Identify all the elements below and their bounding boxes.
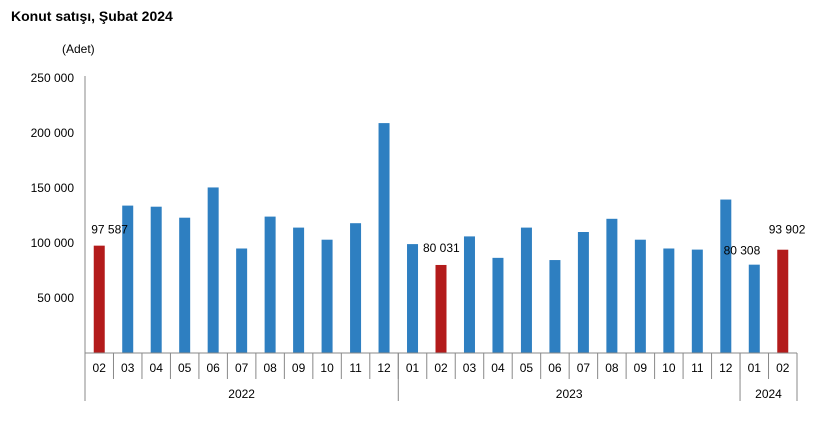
x-tick-label: 10 <box>320 361 334 375</box>
x-tick-label: 05 <box>178 361 192 375</box>
x-tick-label: 08 <box>605 361 619 375</box>
x-tick-label: 02 <box>434 361 448 375</box>
data-label: 80 308 <box>724 244 761 258</box>
bar <box>264 216 276 353</box>
y-axis-unit-label: (Adet) <box>62 42 95 56</box>
bar <box>350 223 362 353</box>
bar <box>777 249 789 353</box>
year-labels: 2022 2023 2024 <box>228 387 782 401</box>
data-label: 80 031 <box>423 241 460 255</box>
x-axis-ticks: 02 03 04 05 06 07 08 09 10 11 12 01 02 03 04 05 06 07 08 09… <box>93 361 790 375</box>
bar <box>663 248 675 353</box>
x-tick-label: 10 <box>662 361 676 375</box>
bar <box>93 245 105 353</box>
bar <box>293 227 305 353</box>
bar <box>606 218 618 353</box>
x-tick-label: 07 <box>235 361 249 375</box>
y-tick-label: 150 000 <box>31 181 75 195</box>
x-tick-label: 12 <box>719 361 733 375</box>
data-labels: 97 587 80 031 80 308 93 902 <box>91 223 806 258</box>
y-tick-label: 50 000 <box>37 291 74 305</box>
bar <box>634 239 646 353</box>
y-tick-label: 200 000 <box>31 126 75 140</box>
x-tick-label: 08 <box>263 361 277 375</box>
axes <box>84 76 798 401</box>
bar <box>207 187 219 353</box>
x-tick-label: 11 <box>691 361 704 375</box>
x-tick-label: 07 <box>577 361 591 375</box>
x-tick-label: 11 <box>349 361 362 375</box>
x-tick-label: 05 <box>520 361 534 375</box>
year-label: 2024 <box>755 387 782 401</box>
bar <box>321 239 333 353</box>
x-tick-label: 12 <box>377 361 391 375</box>
chart-title: Konut satışı, Şubat 2024 <box>11 8 173 24</box>
bar <box>691 249 703 353</box>
bar <box>720 199 732 353</box>
y-tick-label: 100 000 <box>31 236 75 250</box>
bar <box>236 248 248 353</box>
x-tick-label: 02 <box>776 361 790 375</box>
x-tick-label: 04 <box>491 361 505 375</box>
bar <box>577 232 589 353</box>
y-axis-ticks: 250 000 200 000 150 000 100 000 50 000 <box>31 71 75 305</box>
x-tick-label: 03 <box>121 361 135 375</box>
bar <box>150 206 162 353</box>
y-tick-label: 250 000 <box>31 71 75 85</box>
bar <box>179 217 191 353</box>
bar <box>407 244 419 353</box>
data-label: 97 587 <box>91 223 128 237</box>
x-tick-label: 09 <box>292 361 306 375</box>
bar <box>463 236 475 353</box>
bar <box>492 257 504 353</box>
x-tick-label: 01 <box>406 361 420 375</box>
bars <box>93 123 789 353</box>
x-tick-label: 03 <box>463 361 477 375</box>
bar <box>520 227 532 353</box>
bar <box>435 264 447 353</box>
data-label: 93 902 <box>769 223 806 237</box>
bar <box>748 264 760 353</box>
x-tick-label: 02 <box>93 361 107 375</box>
year-label: 2023 <box>556 387 583 401</box>
x-tick-label: 04 <box>150 361 164 375</box>
x-tick-label: 06 <box>206 361 220 375</box>
bar <box>122 205 134 353</box>
bar <box>549 260 561 353</box>
x-tick-label: 01 <box>748 361 762 375</box>
x-tick-label: 06 <box>548 361 562 375</box>
bar <box>378 123 390 353</box>
x-tick-label: 09 <box>634 361 648 375</box>
year-label: 2022 <box>228 387 255 401</box>
